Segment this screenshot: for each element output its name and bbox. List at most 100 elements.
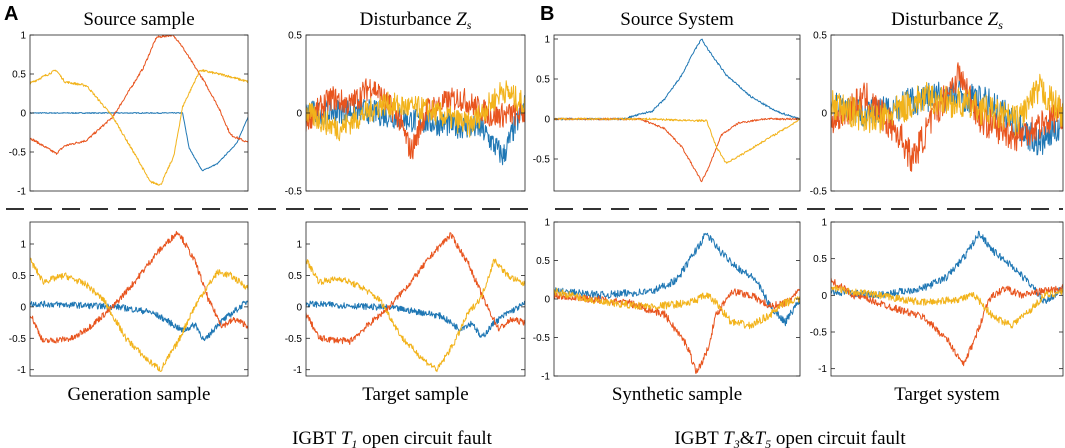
y-tick-label: 0 [544, 295, 550, 306]
series-line-phase-a [831, 230, 1063, 304]
chart-A-target: 1 0.5 0 -0.5 -1 Target sample [285, 221, 526, 405]
chart-title-var: Z [451, 9, 467, 30]
caption-a-prefix: IGBT [292, 428, 341, 448]
series-group [831, 62, 1063, 172]
y-tick-label: 0 [20, 302, 26, 313]
y-tick-label: 0 [821, 109, 827, 120]
series-group [831, 230, 1063, 367]
y-tick-label: -0.5 [533, 155, 551, 166]
series-line-phase-c [831, 73, 1063, 137]
chart-B-source: 1 0.5 0 -0.5 Source System [533, 9, 801, 192]
caption-a-sub: 1 [351, 437, 357, 448]
y-tick-label: -0.5 [810, 328, 828, 339]
series-line-phase-c [306, 80, 525, 142]
series-line-phase-b [306, 232, 525, 345]
series-line-phase-b [831, 62, 1063, 172]
y-tick-label: 0.5 [288, 31, 302, 42]
y-tick-label: 1 [544, 218, 550, 229]
y-tick-label: -1 [293, 365, 302, 376]
y-tick-label: -1 [17, 365, 26, 376]
y-tick-label: -0.5 [9, 334, 27, 345]
y-tick-label: 1 [544, 35, 550, 46]
y-tick-label: 0.5 [813, 254, 827, 265]
y-tick-label: 1 [296, 240, 302, 251]
axes-frame [553, 34, 801, 192]
y-tick-label: 0.5 [288, 271, 302, 282]
y-tick-label: 1 [821, 218, 827, 229]
y-tick-label: -1 [541, 372, 550, 383]
series-line-phase-b [831, 277, 1063, 367]
caption-a-t: T [341, 428, 353, 448]
y-tick-label: -1 [17, 187, 26, 198]
chart-grid: 1 0.5 0 -0.5 -1 Source sample 0.5 0 -0.5 Disturba… [9, 9, 1064, 405]
series-line-phase-a [554, 232, 800, 327]
chart-title: Target system [894, 384, 1000, 405]
series-line-phase-c [554, 287, 800, 330]
chart-B-synth: 1 0.5 0 -0.5 -1 Synthetic sample [533, 218, 801, 405]
series-group [30, 230, 248, 372]
chart-title-sub: s [467, 18, 472, 32]
series-line-phase-a [30, 112, 248, 172]
y-tick-label: 0 [544, 115, 550, 126]
y-tick-label: 0.5 [12, 271, 26, 282]
caption-b-prefix: IGBT [674, 428, 723, 448]
series-group [306, 78, 525, 166]
chart-A-dist: 0.5 0 -0.5 Disturbance Zs [285, 9, 526, 198]
caption-b-sub1: 3 [733, 437, 740, 448]
caption-b-suffix: open circuit fault [771, 428, 906, 448]
y-tick-label: 0 [821, 291, 827, 302]
series-line-phase-a [30, 300, 248, 342]
y-tick-label: 0.5 [813, 31, 827, 42]
y-tick-label: -0.5 [9, 148, 27, 159]
chart-title-var: Z [983, 9, 999, 30]
caption-b-sub2: 5 [765, 437, 771, 448]
y-tick-label: 1 [20, 240, 26, 251]
series-line-phase-b [554, 288, 800, 374]
chart-title-text: Disturbance [360, 9, 452, 30]
series-line-phase-b [554, 117, 800, 183]
series-group [554, 38, 800, 183]
chart-title: Source System [620, 9, 734, 30]
caption-a-suffix: open circuit fault [357, 428, 492, 448]
chart-title: Source sample [83, 9, 194, 30]
y-tick-label: -0.5 [810, 187, 828, 198]
series-group [306, 232, 525, 373]
caption-b-t2: T [754, 428, 766, 448]
axes-frame [830, 221, 1064, 377]
chart-B-target: 1 0.5 0 -0.5 -1 Target system [810, 218, 1064, 405]
chart-title-text: Synthetic sample [612, 384, 742, 405]
y-tick-label: 0.5 [536, 256, 550, 267]
y-tick-label: 1 [20, 31, 26, 42]
chart-title: Disturbance Zs [891, 9, 1003, 32]
y-tick-label: 0 [296, 109, 302, 120]
chart-A-source: 1 0.5 0 -0.5 -1 Source sample [9, 9, 249, 198]
chart-title-text: Disturbance [891, 9, 983, 30]
chart-A-gen: 1 0.5 0 -0.5 -1 Generation sample [9, 221, 249, 405]
chart-title: Disturbance Zs [360, 9, 472, 32]
series-line-phase-a [554, 38, 800, 121]
series-line-phase-b [30, 230, 248, 344]
chart-title: Synthetic sample [612, 384, 742, 405]
caption-panel-b: IGBT T3&T5 open circuit fault [674, 428, 906, 448]
y-tick-label: 0.5 [536, 75, 550, 86]
chart-title: Target sample [362, 384, 468, 405]
y-tick-label: 0.5 [12, 70, 26, 81]
y-tick-label: 0 [296, 302, 302, 313]
chart-title-text: Target sample [362, 384, 468, 405]
panel-label-a: A [4, 3, 18, 25]
caption-panel-a: IGBT T1 open circuit fault [292, 428, 493, 448]
chart-title-text: Source System [620, 9, 734, 30]
chart-title-sub: s [998, 18, 1003, 32]
series-line-phase-b [30, 35, 248, 155]
series-line-phase-c [306, 258, 525, 373]
chart-B-dist: 0.5 0 -0.5 Disturbance Zs [810, 9, 1064, 198]
axes-frame [29, 221, 249, 377]
y-tick-label: -0.5 [533, 333, 551, 344]
caption-b-amp: & [740, 428, 755, 448]
series-line-phase-c [30, 257, 248, 372]
axes-frame [305, 221, 526, 377]
series-line-phase-c [30, 69, 248, 186]
y-tick-label: -0.5 [285, 187, 303, 198]
chart-title-text: Target system [894, 384, 1000, 405]
